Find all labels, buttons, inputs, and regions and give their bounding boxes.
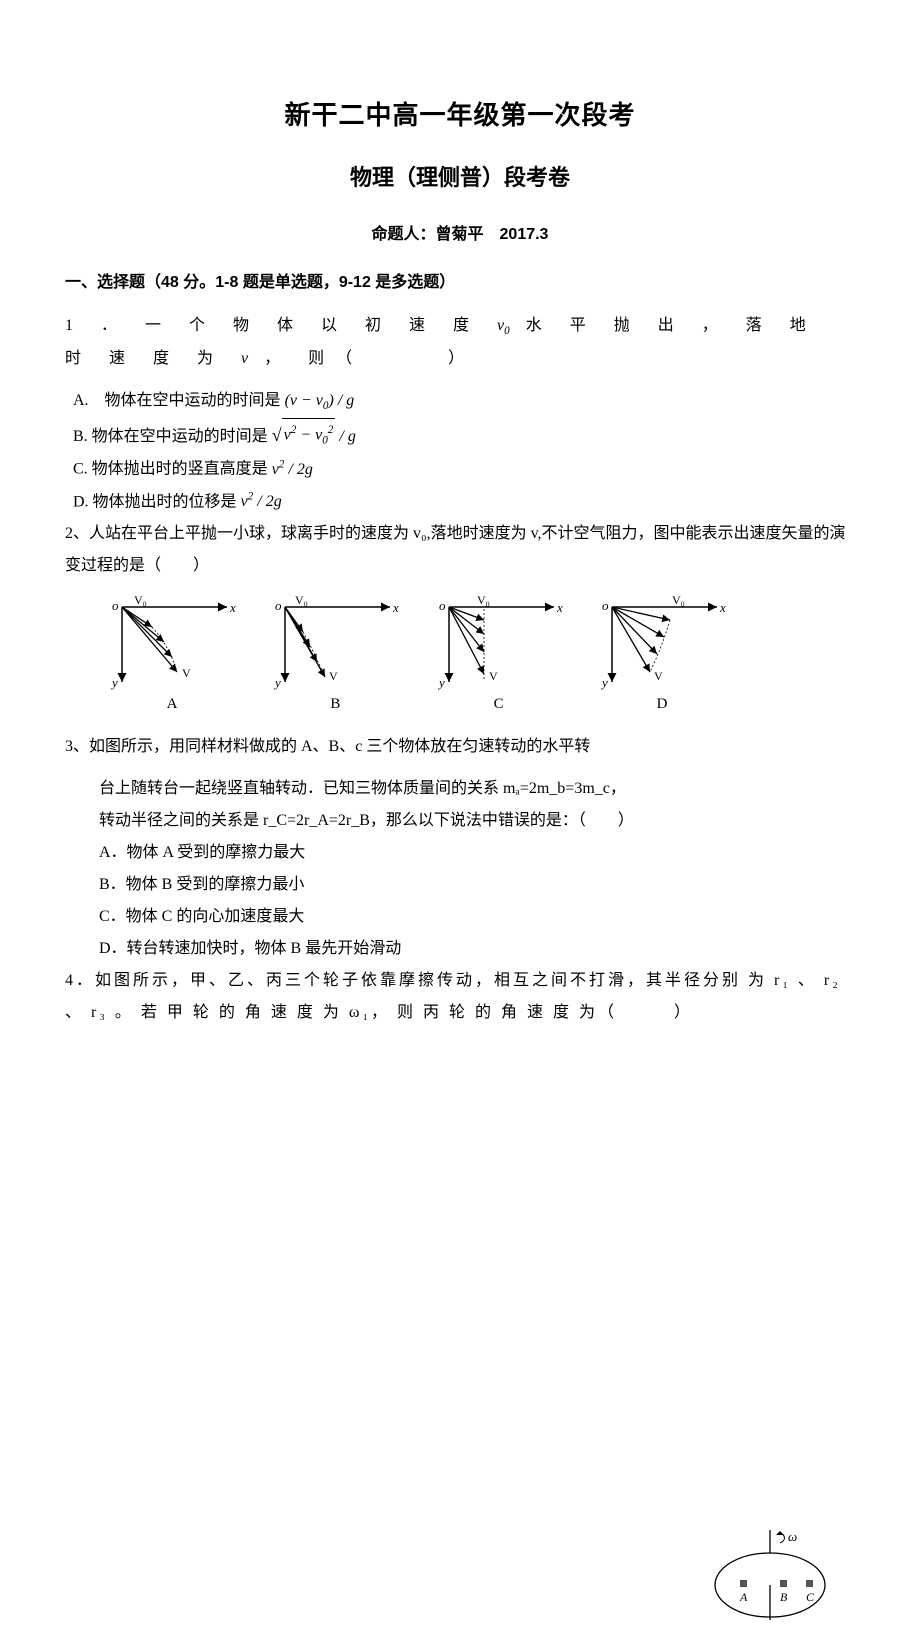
svg-text:B: B <box>780 1590 788 1604</box>
q2-svg-c: o x y V₀ V <box>429 592 569 692</box>
q2-label-c: C <box>424 696 574 713</box>
q1-option-c: C. 物体抛出时的竖直高度是 v2 / 2g <box>73 453 855 485</box>
exam-subtitle: 物理（理侧普）段考卷 <box>65 160 855 192</box>
svg-text:V: V <box>329 669 338 683</box>
question-3: 3、如图所示，用同样材料做成的 A、B、c 三个物体放在匀速转动的水平转 台上随… <box>65 731 855 965</box>
q3-option-b: B．物体 B 受到的摩擦力最小 <box>99 869 725 901</box>
svg-text:y: y <box>437 675 445 690</box>
svg-text:y: y <box>600 675 608 690</box>
q3-option-c: C．物体 C 的向心加速度最大 <box>99 901 725 933</box>
svg-text:V: V <box>489 669 498 683</box>
q3-option-a: A．物体 A 受到的摩擦力最大 <box>99 837 725 869</box>
svg-text:y: y <box>273 675 281 690</box>
q1-d-math: v2 / 2g <box>241 493 282 510</box>
question-4: 4．如图所示，甲、乙、丙三个轮子依靠摩擦传动，相互之间不打滑，其半径分别 为 r… <box>65 965 855 1029</box>
q1-stem-c: ， 则（ ） <box>248 350 476 367</box>
q2-svg-d: o x y V₀ V <box>592 592 732 692</box>
svg-text:y: y <box>110 675 118 690</box>
svg-text:o: o <box>439 598 446 613</box>
q2-svg-a: o x y V₀ V <box>102 592 242 692</box>
q1-c-math: v2 / 2g <box>272 461 313 478</box>
svg-text:V: V <box>654 669 663 683</box>
q1-d-text: D. 物体抛出时的位移是 <box>73 493 237 510</box>
exam-title: 新干二中高一年级第一次段考 <box>65 95 855 132</box>
svg-text:o: o <box>275 598 282 613</box>
q2-diagram-d: o x y V₀ V D <box>587 592 737 713</box>
q1-b-text: B. 物体在空中运动的时间是 <box>73 428 268 445</box>
q2-diagram-a: o x y V₀ V A <box>97 592 247 713</box>
q1-stem-a: 1 ． 一 个 物 体 以 初 速 度 <box>65 317 497 334</box>
q3-stem-b: 台上随转台一起绕竖直轴转动．已知三物体质量间的关系 mₐ=2m_b=3m_c， <box>99 773 725 805</box>
q1-b-math2: / g <box>335 428 355 445</box>
svg-text:V₀: V₀ <box>477 593 490 607</box>
q3-stem-a: 3、如图所示，用同样材料做成的 A、B、c 三个物体放在匀速转动的水平转 <box>65 731 725 763</box>
svg-text:ω: ω <box>788 1529 797 1544</box>
q1-v0: v0 <box>497 317 510 334</box>
q2-svg-b: o x y V₀ V <box>265 592 405 692</box>
svg-text:V: V <box>182 666 191 680</box>
q1-option-b: B. 物体在空中运动的时间是 √v2 − v02 / g <box>73 417 855 453</box>
svg-text:o: o <box>602 598 609 613</box>
svg-text:o: o <box>112 598 119 613</box>
q1-option-a: A. 物体在空中运动的时间是 (v − v0) / g <box>73 385 855 418</box>
section-heading: 一、选择题（48 分。1-8 题是单选题，9-12 是多选题） <box>65 268 855 292</box>
svg-text:x: x <box>719 600 726 615</box>
q2-label-d: D <box>587 696 737 713</box>
q1-a-math: (v − v0) / g <box>285 392 355 409</box>
q2-diagram-b: o x y V₀ V B <box>260 592 410 713</box>
q2-diagrams: o x y V₀ V A o x y V₀ V <box>97 592 737 713</box>
svg-text:V₀: V₀ <box>134 593 147 607</box>
question-2: 2、人站在平台上平抛一小球，球离手时的速度为 v₀,落地时速度为 v,不计空气阻… <box>65 518 855 582</box>
svg-text:V₀: V₀ <box>295 593 308 607</box>
q2-diagram-c: o x y V₀ V C <box>424 592 574 713</box>
q1-option-d: D. 物体抛出时的位移是 v2 / 2g <box>73 486 855 518</box>
q3-option-d: D．转台转速加快时，物体 B 最先开始滑动 <box>99 933 725 965</box>
question-1: 1 ． 一 个 物 体 以 初 速 度 v0 水 平 抛 出 ， 落 地 时 速… <box>65 310 855 375</box>
svg-text:V₀: V₀ <box>672 593 685 607</box>
q1-b-math: √v2 − v02 <box>272 417 336 453</box>
svg-text:x: x <box>556 600 563 615</box>
q2-label-b: B <box>260 696 410 713</box>
q2-label-a: A <box>97 696 247 713</box>
svg-text:C: C <box>806 1590 815 1604</box>
svg-text:x: x <box>229 600 236 615</box>
q1-c-text: C. 物体抛出时的竖直高度是 <box>73 461 268 478</box>
exam-author: 命题人：曾菊平 2017.3 <box>65 220 855 244</box>
svg-text:A: A <box>739 1590 748 1604</box>
q3-figure: ω A B C <box>710 1525 835 1635</box>
svg-text:x: x <box>392 600 399 615</box>
q1-a-text: A. 物体在空中运动的时间是 <box>73 392 281 409</box>
q3-stem-c: 转动半径之间的关系是 r_C=2r_A=2r_B，那么以下说法中错误的是：（ ） <box>99 805 725 837</box>
